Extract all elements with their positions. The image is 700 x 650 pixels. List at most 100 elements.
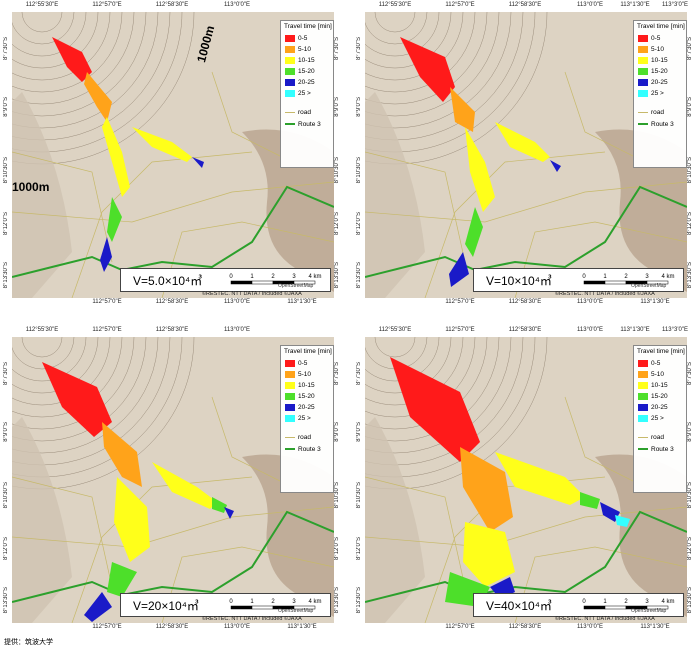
latitude-label: 8°10'30"S	[334, 157, 340, 184]
latitude-label: 8°12'0"S	[356, 212, 362, 236]
legend-item: 20-25	[285, 79, 315, 87]
legend-item: 15-20	[285, 68, 315, 76]
longitude-label: 112°57'0"E	[92, 624, 122, 630]
lava-flow-zone	[107, 562, 137, 597]
lava-flow-zone	[132, 127, 192, 162]
lava-flow-zone	[84, 592, 112, 622]
lava-flow-zone	[580, 492, 600, 509]
legend-label: Route 3	[651, 121, 674, 128]
road-line	[365, 151, 466, 263]
longitude-label: 113°0'0"E	[224, 327, 250, 333]
scale-tick-label: 1	[250, 599, 254, 605]
legend-swatch	[638, 79, 648, 86]
latitude-label: 8°9'0"S	[687, 422, 693, 442]
scale-tick-label: 4 km	[308, 599, 321, 605]
scale-segment	[230, 605, 253, 610]
road-line	[161, 546, 334, 623]
legend-item: Route 3	[638, 446, 674, 454]
longitude-label: 112°58'30"E	[155, 327, 189, 333]
scale-tick-label: 0	[229, 274, 233, 280]
osm-credit: OpenStreetMap	[278, 608, 314, 614]
attribution: ©RESTEC. NTT DATA / Included ©JAXA	[555, 616, 655, 622]
latitude-label: 8°7'30"S	[334, 362, 340, 386]
longitude-label: 113°0'0"E	[224, 624, 250, 630]
longitude-label: 112°57'0"E	[445, 624, 475, 630]
legend-swatch	[285, 404, 295, 411]
legend-item: 0-5	[285, 360, 307, 368]
road-line	[12, 506, 334, 548]
legend-line	[285, 448, 295, 451]
latitude-label: 8°9'0"S	[3, 422, 9, 442]
legend-title: Travel time [min]	[637, 23, 685, 30]
scale-segment	[293, 605, 316, 610]
legend-swatch	[285, 371, 295, 378]
scale-segment	[251, 605, 274, 610]
legend-swatch	[638, 35, 648, 42]
scale-segment	[583, 605, 606, 610]
latitude-label: 8°10'30"S	[3, 157, 9, 184]
legend-item: 15-20	[638, 393, 668, 401]
longitude-label: 112°57'0"E	[445, 299, 475, 305]
legend-line	[285, 436, 295, 438]
latitude-label: 8°12'0"S	[334, 212, 340, 236]
route-3-line	[12, 510, 334, 603]
scale-tick-label: 2	[271, 599, 275, 605]
legend-item: Route 3	[285, 446, 321, 454]
volume-label: V=5.0×10⁴㎥	[133, 274, 203, 288]
lava-flow-zone	[212, 497, 227, 513]
contour-line	[12, 337, 87, 382]
contour-line	[365, 337, 488, 430]
contour-line	[12, 12, 123, 93]
legend-swatch	[285, 79, 295, 86]
latitude-label: 8°7'30"S	[3, 362, 9, 386]
contour-line	[12, 12, 111, 81]
attribution: ©RESTEC. NTT DATA / Included ©JAXA	[555, 291, 655, 297]
legend-label: 5-10	[298, 46, 312, 54]
attribution: ©RESTEC. NTT DATA / Included ©JAXA	[202, 291, 302, 297]
longitude-label: 113°0'0"E	[577, 2, 603, 8]
road-line	[12, 181, 334, 223]
legend-label: 20-25	[651, 79, 668, 87]
legend-label: 5-10	[298, 371, 312, 379]
longitude-label: 113°1'30"E	[640, 299, 670, 305]
contour-line	[12, 12, 87, 57]
map-panel: 112°55'30"E 112°57'0"E 112°58'30"E 113°0'0"…	[355, 327, 693, 632]
osm-credit: OpenStreetMap	[631, 608, 667, 614]
scale-tick-label: 2	[624, 599, 628, 605]
lava-flow-zone	[615, 515, 630, 527]
contour-line	[365, 337, 512, 454]
legend-label: road	[651, 434, 665, 441]
map-panel: 112°55'30"E 112°57'0"E 112°58'30"E 113°0'0"…	[355, 2, 693, 307]
latitude-label: 8°10'30"S	[334, 482, 340, 509]
legend-item: 25 >	[638, 90, 664, 98]
contour-line	[12, 337, 99, 394]
legend-label: 20-25	[298, 79, 315, 87]
legend-item: 20-25	[285, 404, 315, 412]
contour-line	[365, 12, 440, 57]
road-line	[365, 181, 687, 223]
contour-line	[365, 337, 452, 394]
legend-label: 20-25	[651, 404, 668, 412]
latitude-label: 8°13'30"S	[687, 262, 693, 289]
scale-tick-label: 3	[292, 599, 296, 605]
latitude-label: 8°9'0"S	[356, 97, 362, 117]
latitude-label: 8°7'30"S	[3, 37, 9, 61]
latitude-label: 8°13'30"S	[687, 587, 693, 614]
road-line	[365, 476, 466, 588]
road-line	[12, 476, 113, 588]
contour-line	[12, 337, 123, 418]
legend-item: road	[285, 434, 311, 442]
longitude-label: 112°55'30"E	[378, 2, 412, 8]
legend-line	[638, 123, 648, 126]
legend-item: 5-10	[638, 46, 664, 54]
contour-line	[12, 12, 147, 117]
contour-line	[12, 12, 135, 105]
scale-segment	[230, 280, 253, 285]
legend-item: Route 3	[638, 121, 674, 129]
scale-tick-label: 3	[292, 274, 296, 280]
road-line	[211, 396, 293, 488]
legend-label: Route 3	[298, 446, 321, 453]
contour-line	[365, 12, 452, 69]
road-line	[564, 396, 646, 488]
legend-label: 25 >	[651, 415, 664, 423]
